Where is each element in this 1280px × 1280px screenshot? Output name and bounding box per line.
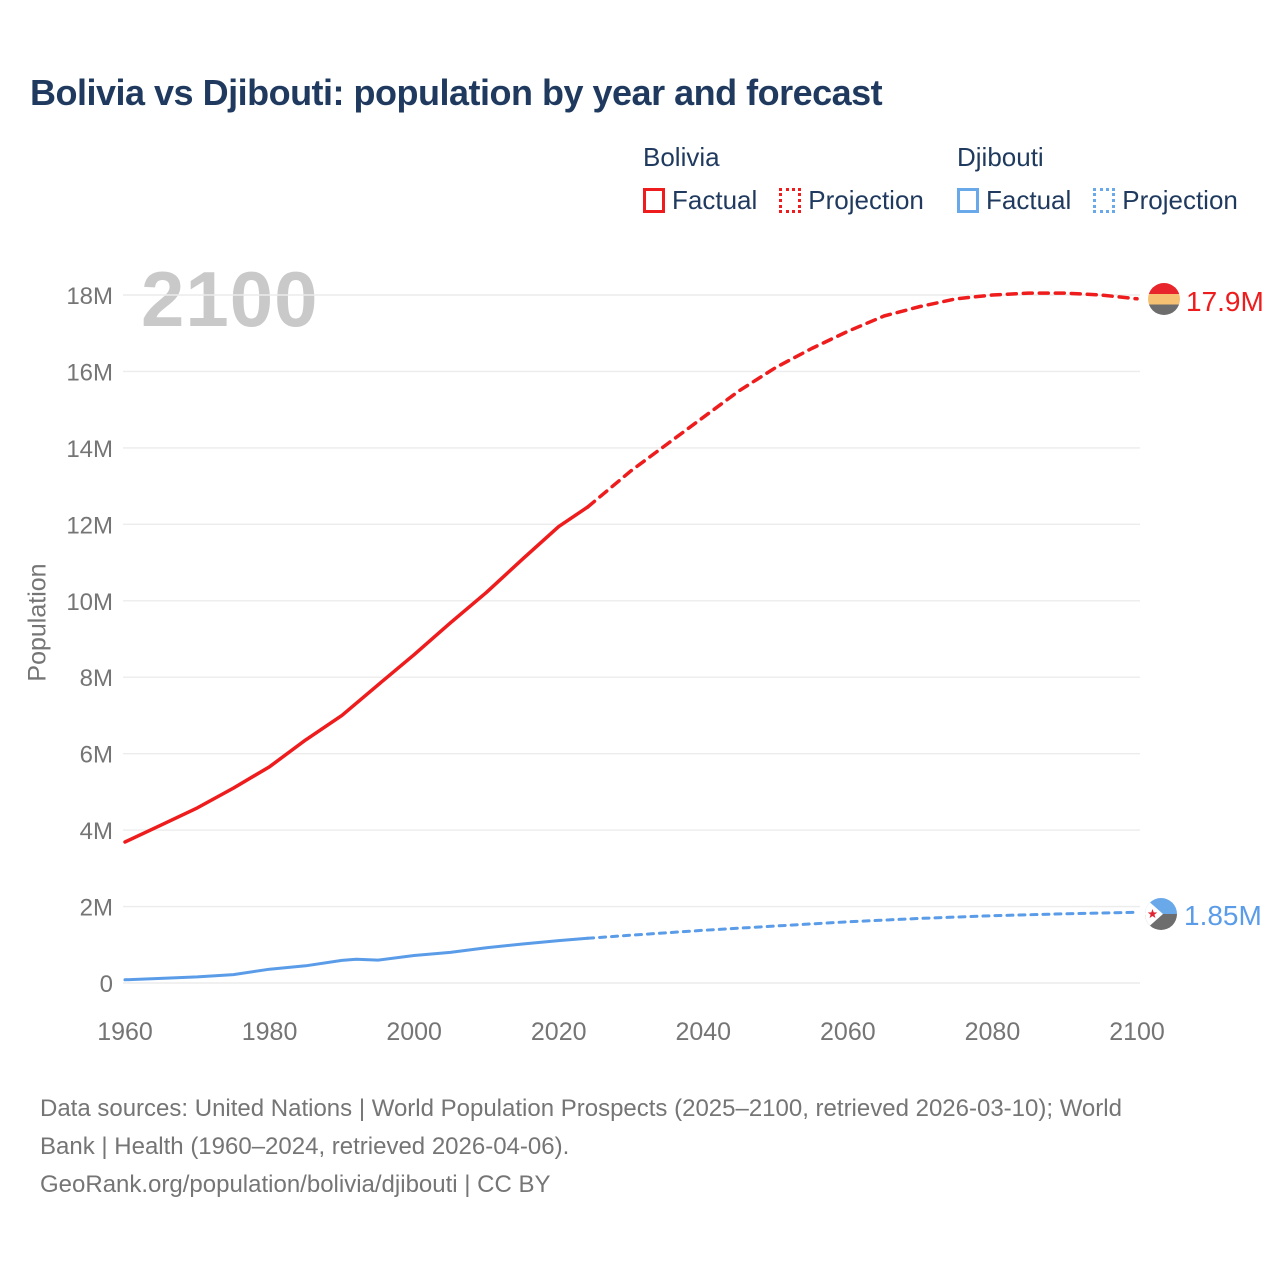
y-tick-label: 8M (80, 665, 113, 692)
y-tick-label: 0 (100, 971, 113, 998)
legend-group-djibouti: Djibouti Factual Projection (957, 142, 1254, 216)
year-watermark: 2100 (141, 255, 319, 343)
y-tick-label: 10M (66, 589, 113, 616)
legend-group-title: Djibouti (957, 142, 1044, 172)
data-sources-note: Data sources: United Nations | World Pop… (40, 1090, 1230, 1204)
djibouti-factual-line (123, 936, 590, 982)
legend-item-label: Projection (1122, 185, 1238, 215)
x-tick-label: 2060 (820, 1018, 876, 1046)
legend-item-label: Projection (808, 185, 924, 215)
bolivia-projection-line (585, 291, 1139, 509)
y-tick-label: 16M (66, 359, 113, 386)
legend-item-label: Factual (672, 185, 758, 215)
legend-swatch-solid-icon (643, 188, 665, 213)
y-tick-label: 6M (80, 742, 113, 769)
legend-item-djibouti-projection[interactable]: Projection (1093, 185, 1238, 216)
y-tick-label: 12M (66, 512, 113, 539)
legend-row: Factual Projection (643, 185, 940, 216)
legend-swatch-dotted-icon (779, 188, 802, 213)
legend-item-bolivia-factual[interactable]: Factual (643, 185, 757, 216)
djibouti-flag-icon (1145, 898, 1177, 930)
y-tick-label: 4M (80, 818, 113, 845)
y-tick-label: 2M (80, 895, 113, 922)
y-tick-label: 14M (66, 436, 113, 463)
x-tick-label: 1980 (242, 1018, 298, 1046)
bolivia-end-value-label: 17.9M (1186, 286, 1264, 317)
page-title: Bolivia vs Djibouti: population by year … (30, 72, 883, 113)
bolivia-flag-icon (1148, 283, 1180, 315)
x-tick-label: 2100 (1109, 1018, 1165, 1046)
legend-group-title: Bolivia (643, 142, 720, 172)
x-tick-label: 2020 (531, 1018, 587, 1046)
x-tick-label: 2000 (386, 1018, 442, 1046)
source-line-1: Data sources: United Nations | World Pop… (40, 1095, 1122, 1122)
djibouti-projection-line (586, 910, 1139, 940)
source-line-2: Bank | Health (1960–2024, retrieved 2026… (40, 1133, 570, 1160)
legend-swatch-dotted-icon (1093, 188, 1116, 213)
y-tick-label: 18M (66, 283, 113, 310)
legend-item-label: Factual (986, 185, 1072, 215)
x-tick-label: 1960 (97, 1018, 153, 1046)
x-tick-label: 2040 (675, 1018, 731, 1046)
legend-swatch-solid-icon (957, 188, 979, 213)
bolivia-factual-line (123, 505, 590, 844)
source-link-line: GeoRank.org/population/bolivia/djibouti … (40, 1171, 551, 1198)
djibouti-end-value-label: 1.85M (1184, 900, 1262, 931)
legend-group-bolivia: Bolivia Factual Projection (643, 142, 940, 216)
legend-item-djibouti-factual[interactable]: Factual (957, 185, 1071, 216)
legend-item-bolivia-projection[interactable]: Projection (779, 185, 924, 216)
legend-row: Factual Projection (957, 185, 1254, 216)
x-tick-label: 2080 (965, 1018, 1021, 1046)
